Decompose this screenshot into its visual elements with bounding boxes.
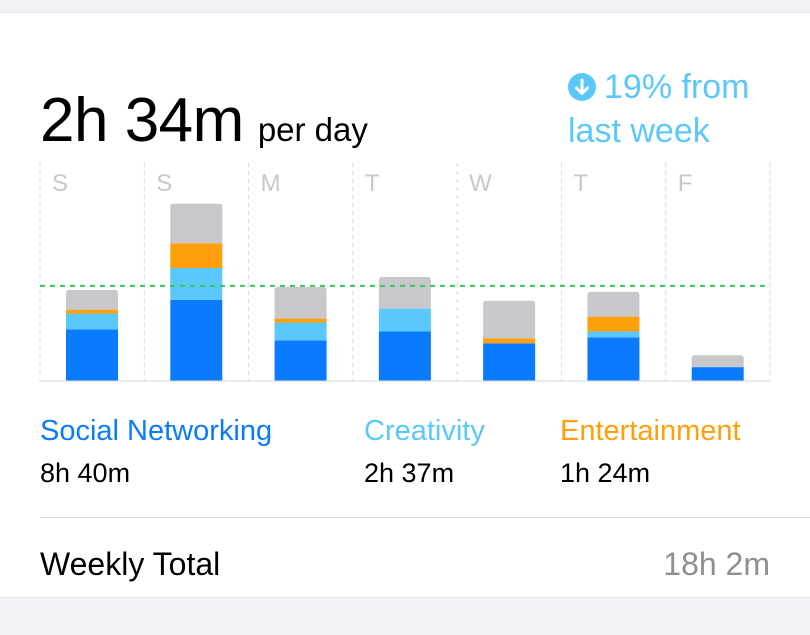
bar-segment [378,308,431,332]
legend-time: 1h 24m [560,458,651,488]
legend-name: Entertainment [560,415,741,447]
bar-segment [274,322,327,341]
day-label: T [365,170,380,197]
weekly-change-text: 19% from last week [568,68,750,150]
bar-segment [587,316,640,332]
legend-entertainment[interactable]: Entertainment 1h 24m [560,415,741,489]
bar-segment [66,329,118,381]
bar-segment [274,286,327,319]
legend-creativity[interactable]: Creativity 2h 37m [364,415,485,489]
day-label: W [469,170,492,197]
bar-segment [587,291,640,317]
bar-segment [483,343,536,381]
bar-segment [483,338,536,344]
bar-segment [170,203,223,244]
daily-average-unit: per day [257,111,368,148]
bar-segment [691,367,744,381]
bar-segment [66,289,118,310]
legend-time: 2h 37m [364,458,455,488]
day-label: T [573,170,588,197]
bar-segment [587,337,640,381]
legend-name: Creativity [364,415,485,447]
bar-segment [274,318,327,323]
legend-social-networking[interactable]: Social Networking 8h 40m [40,415,272,489]
bar-segment [274,340,327,381]
bar-segment [691,355,744,368]
divider [40,517,810,518]
bar-segment [483,300,536,339]
bar-segment [170,299,223,381]
bar-segment [66,309,118,314]
day-label: F [678,170,693,197]
bar-segment [170,243,223,269]
bar-segment [378,331,431,381]
screen-time-card: 2h 34m per day 19% from last week S S M T W T… [0,12,810,598]
weekly-total-label: Weekly Total [40,546,221,582]
day-label: S [156,170,172,197]
weekly-change: 19% from last week [568,65,798,153]
bar-segment [170,268,223,300]
bar-segment [378,276,431,309]
daily-average-value: 2h 34m [40,86,244,155]
bar-segment [66,313,118,330]
legend-name: Social Networking [40,415,273,447]
arrow-down-circle-icon [568,73,596,101]
bar-segment [587,331,640,338]
day-label: S [52,170,68,197]
day-label: M [261,170,281,197]
weekly-total-value: 18h 2m [663,546,770,582]
legend-time: 8h 40m [40,458,131,488]
daily-average: 2h 34m per day [40,85,368,156]
